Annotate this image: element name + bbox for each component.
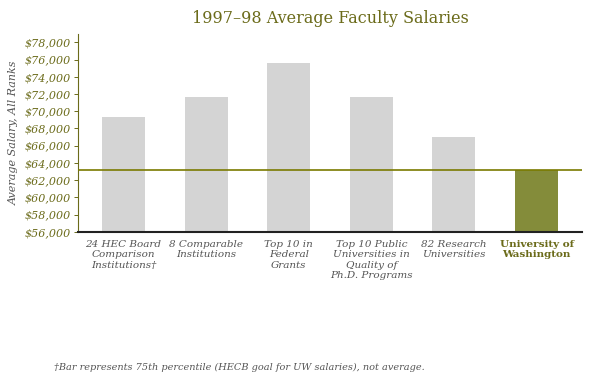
Bar xyxy=(433,137,475,374)
Bar xyxy=(267,63,310,374)
Text: 82 Research
Universities: 82 Research Universities xyxy=(421,240,487,259)
Text: University of
Washington: University of Washington xyxy=(500,240,574,259)
Title: 1997–98 Average Faculty Salaries: 1997–98 Average Faculty Salaries xyxy=(191,10,469,27)
Bar xyxy=(515,170,558,374)
Text: 24 HEC Board
Comparison
Institutions†: 24 HEC Board Comparison Institutions† xyxy=(85,240,161,270)
Bar xyxy=(185,96,227,374)
Text: †Bar represents 75th percentile (HECB goal for UW salaries), not average.: †Bar represents 75th percentile (HECB go… xyxy=(54,363,425,372)
Text: 8 Comparable
Institutions: 8 Comparable Institutions xyxy=(169,240,243,259)
Y-axis label: Average Salary, All Ranks: Average Salary, All Ranks xyxy=(9,61,19,205)
Text: Top 10 Public
Universities in
Quality of
Ph.D. Programs: Top 10 Public Universities in Quality of… xyxy=(330,240,413,280)
Bar xyxy=(102,117,145,374)
Text: Top 10 in
Federal
Grants: Top 10 in Federal Grants xyxy=(265,240,313,270)
Bar xyxy=(350,96,393,374)
